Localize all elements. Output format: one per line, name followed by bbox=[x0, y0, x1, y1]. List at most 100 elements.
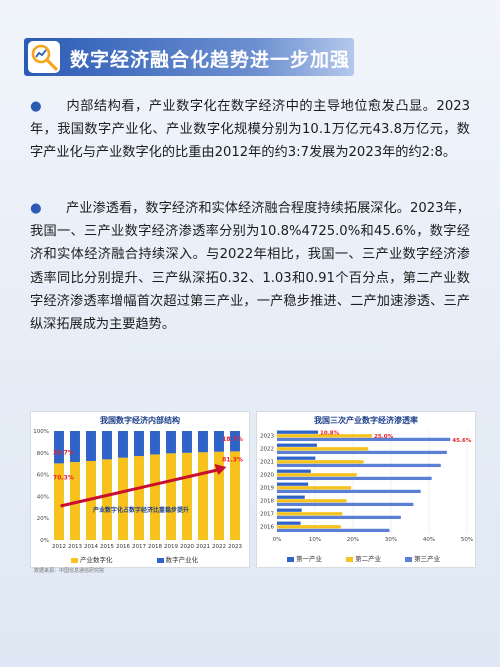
bar-industrial-digitalization bbox=[134, 456, 144, 540]
bar-digital-industrialization bbox=[182, 431, 192, 453]
paragraph-structure: ● 内部结构看，产业数字化在数字经济中的主导地位愈发凸显。2023年，我国数字产业… bbox=[30, 95, 470, 165]
horizontal-bar-chart: 0% 10% 20% 30% 40% 50% 2023 2022 2021 2020 2019 201… bbox=[260, 429, 473, 543]
data-label: 45.6% bbox=[452, 438, 472, 444]
x-tick-label: 2021 bbox=[196, 544, 210, 550]
data-label: 29.7% bbox=[53, 449, 74, 456]
bar-digital-industrialization bbox=[214, 431, 224, 452]
bar-secondary-industry bbox=[277, 473, 357, 477]
legend-label: 数字产业化 bbox=[165, 556, 199, 564]
x-tick-label: 2020 bbox=[180, 544, 194, 550]
y-tick-label: 20% bbox=[37, 516, 49, 522]
y-tick-label: 2018 bbox=[260, 499, 274, 505]
data-source: 数据来源：中国信息通信研究院 bbox=[34, 568, 105, 574]
bar-industrial-digitalization bbox=[214, 451, 224, 540]
x-tick-label: 2015 bbox=[100, 544, 114, 550]
legend-label: 第一产业 bbox=[296, 555, 322, 563]
bar-primary-industry bbox=[277, 495, 305, 499]
paragraph-penetration: ● 产业渗透看，数字经济和实体经济融合程度持续拓展深化。2023年，我国一、三产业… bbox=[30, 197, 470, 336]
bar-tertiary-industry bbox=[277, 463, 441, 468]
data-label: 10.8% bbox=[320, 431, 340, 437]
x-tick-label: 2014 bbox=[84, 544, 98, 550]
bar-tertiary-industry bbox=[277, 515, 401, 520]
bar-tertiary-industry bbox=[277, 450, 447, 455]
trend-arrow-head bbox=[214, 464, 227, 475]
trend-arrow-line bbox=[60, 468, 218, 508]
bar-tertiary-industry bbox=[277, 437, 451, 442]
x-tick-label: 10% bbox=[309, 537, 321, 543]
y-tick-label: 2016 bbox=[260, 525, 274, 531]
bar-industrial-digitalization bbox=[102, 459, 112, 540]
x-tick-label: 30% bbox=[385, 537, 397, 543]
bar-industrial-digitalization bbox=[70, 462, 80, 540]
x-tick-label: 2013 bbox=[68, 544, 82, 550]
bar-primary-industry bbox=[277, 430, 319, 434]
x-tick-label: 2022 bbox=[212, 544, 226, 550]
legend-swatch bbox=[405, 556, 413, 562]
data-label: 81.3% bbox=[222, 456, 243, 463]
x-tick-label: 2018 bbox=[148, 544, 162, 550]
paragraph-text: 内部结构看，产业数字化在数字经济中的主导地位愈发凸显。2023年，我国数字产业化… bbox=[30, 99, 470, 161]
paragraph-text: 产业渗透看，数字经济和实体经济融合程度持续拓展深化。2023年，我国一、三产业数… bbox=[30, 201, 470, 333]
chart-legend: 第一产业 第二产业 第三产业 bbox=[287, 553, 440, 563]
chart-legend: 产业数字化 数字产业化 bbox=[71, 554, 198, 564]
bar-tertiary-industry bbox=[277, 502, 414, 507]
legend-swatch bbox=[156, 557, 164, 563]
bar-digital-industrialization bbox=[134, 431, 144, 457]
data-label: 18.7% bbox=[222, 436, 243, 443]
bar-secondary-industry bbox=[277, 512, 343, 516]
legend-swatch bbox=[71, 557, 78, 563]
bar-secondary-industry bbox=[277, 525, 341, 529]
x-tick-label: 50% bbox=[461, 537, 473, 543]
chart-penetration-rate: 我国三次产业数字经济渗透率 0% 10% 20% 30% 40% 50% 2023 2022 2… bbox=[256, 411, 476, 568]
chart-title: 我国三次产业数字经济渗透率 bbox=[314, 416, 418, 425]
legend-swatch bbox=[346, 556, 354, 562]
bar-tertiary-industry bbox=[277, 476, 432, 481]
data-label: 70.3% bbox=[53, 474, 74, 481]
y-tick-label: 2022 bbox=[260, 447, 274, 453]
legend-swatch bbox=[287, 556, 294, 562]
x-tick-label: 2019 bbox=[164, 544, 178, 550]
bar-secondary-industry bbox=[277, 460, 364, 464]
data-label: 25.0% bbox=[374, 434, 394, 440]
legend-label: 第二产业 bbox=[355, 555, 382, 563]
bar-digital-industrialization bbox=[54, 431, 64, 464]
x-tick-label: 0% bbox=[273, 537, 282, 543]
bullet-icon: ● bbox=[30, 99, 42, 114]
x-tick-label: 2023 bbox=[228, 544, 242, 550]
bullet-icon: ● bbox=[30, 201, 42, 216]
bar-primary-industry bbox=[277, 482, 309, 486]
bar-primary-industry bbox=[277, 469, 311, 473]
y-tick-label: 2019 bbox=[260, 486, 274, 492]
bar-secondary-industry bbox=[277, 434, 372, 438]
bar-tertiary-industry bbox=[277, 528, 390, 533]
y-tick-label: 2023 bbox=[260, 434, 274, 440]
magnifier-chart-icon bbox=[28, 41, 60, 73]
chart-internal-structure: 我国数字经济内部结构 0% 20% 40% 60% 80% 100% 2012 2013 201… bbox=[30, 411, 250, 568]
bar-digital-industrialization bbox=[166, 431, 176, 454]
bar-industrial-digitalization bbox=[182, 452, 192, 540]
bar-digital-industrialization bbox=[150, 431, 160, 455]
x-tick-label: 2016 bbox=[116, 544, 130, 550]
bar-primary-industry bbox=[277, 521, 301, 525]
bar-digital-industrialization bbox=[70, 431, 80, 463]
bar-secondary-industry bbox=[277, 486, 352, 490]
y-tick-label: 2020 bbox=[260, 473, 274, 479]
bar-primary-industry bbox=[277, 443, 317, 447]
bar-primary-industry bbox=[277, 508, 302, 512]
y-tick-label: 60% bbox=[37, 473, 49, 479]
x-tick-label: 40% bbox=[423, 537, 435, 543]
y-tick-label: 100% bbox=[33, 429, 49, 435]
bar-industrial-digitalization bbox=[166, 453, 176, 540]
y-tick-label: 80% bbox=[37, 451, 49, 457]
bar-digital-industrialization bbox=[86, 431, 96, 461]
y-tick-label: 40% bbox=[37, 494, 49, 500]
bar-primary-industry bbox=[277, 456, 316, 460]
bar-industrial-digitalization bbox=[54, 463, 64, 540]
bar-secondary-industry bbox=[277, 447, 369, 451]
bar-digital-industrialization bbox=[102, 431, 112, 460]
y-tick-label: 2021 bbox=[260, 460, 274, 466]
bar-digital-industrialization bbox=[230, 431, 240, 452]
bar-industrial-digitalization bbox=[230, 451, 240, 540]
bar-industrial-digitalization bbox=[150, 454, 160, 540]
bar-industrial-digitalization bbox=[198, 452, 208, 540]
